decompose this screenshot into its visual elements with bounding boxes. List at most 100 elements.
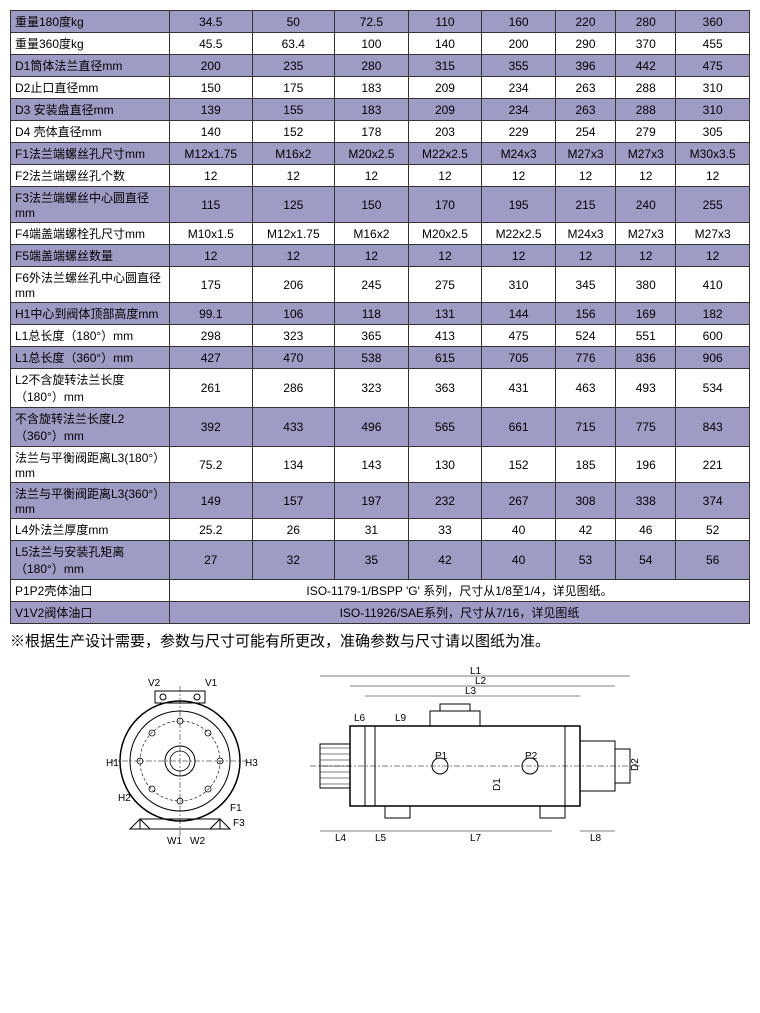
data-cell: 150: [335, 187, 409, 223]
data-cell: 63.4: [252, 33, 335, 55]
data-cell: 110: [408, 11, 482, 33]
label-l8: L8: [590, 833, 602, 844]
data-cell: 308: [555, 483, 615, 519]
row-label: 法兰与平衡阀距离L3(180°）mm: [11, 447, 170, 483]
data-cell: 363: [408, 369, 482, 408]
data-cell: 31: [335, 519, 409, 541]
label-l7: L7: [470, 833, 482, 844]
data-cell: 99.1: [170, 303, 253, 325]
data-cell: 288: [616, 99, 676, 121]
data-cell: 196: [616, 447, 676, 483]
data-cell: 140: [408, 33, 482, 55]
data-cell: 229: [482, 121, 556, 143]
data-cell: M24x3: [482, 143, 556, 165]
data-cell: M20x2.5: [335, 143, 409, 165]
data-cell: 338: [616, 483, 676, 519]
data-cell: 493: [616, 369, 676, 408]
merged-cell: ISO-1179-1/BSPP 'G' 系列，尺寸从1/8至1/4，详见图纸。: [170, 580, 750, 602]
data-cell: 413: [408, 325, 482, 347]
data-cell: 263: [555, 77, 615, 99]
data-cell: 315: [408, 55, 482, 77]
data-cell: 12: [170, 165, 253, 187]
data-cell: 12: [335, 245, 409, 267]
label-d2: D2: [630, 758, 641, 771]
data-cell: M10x1.5: [170, 223, 253, 245]
row-label: L1总长度（360°）mm: [11, 347, 170, 369]
data-cell: 310: [676, 99, 750, 121]
data-cell: 50: [252, 11, 335, 33]
data-cell: 40: [482, 519, 556, 541]
data-cell: 12: [676, 165, 750, 187]
data-cell: 197: [335, 483, 409, 519]
data-cell: 323: [335, 369, 409, 408]
data-cell: M30x3.5: [676, 143, 750, 165]
data-cell: 475: [482, 325, 556, 347]
data-cell: 538: [335, 347, 409, 369]
data-cell: 310: [676, 77, 750, 99]
data-cell: 232: [408, 483, 482, 519]
data-cell: 203: [408, 121, 482, 143]
data-cell: 143: [335, 447, 409, 483]
row-label: 重量360度kg: [11, 33, 170, 55]
data-cell: M16x2: [335, 223, 409, 245]
data-cell: 355: [482, 55, 556, 77]
label-p2: P2: [525, 751, 538, 762]
label-l6: L6: [354, 713, 366, 724]
data-cell: 12: [482, 245, 556, 267]
data-cell: 370: [616, 33, 676, 55]
data-cell: 175: [170, 267, 253, 303]
data-cell: 305: [676, 121, 750, 143]
data-cell: 183: [335, 99, 409, 121]
data-cell: 234: [482, 77, 556, 99]
data-cell: 152: [252, 121, 335, 143]
data-cell: 280: [616, 11, 676, 33]
data-cell: 392: [170, 408, 253, 447]
data-cell: 442: [616, 55, 676, 77]
data-cell: 433: [252, 408, 335, 447]
data-cell: M22x2.5: [408, 143, 482, 165]
merged-cell: ISO-11926/SAE系列，尺寸从7/16，详见图纸: [170, 602, 750, 624]
data-cell: 144: [482, 303, 556, 325]
data-cell: 185: [555, 447, 615, 483]
data-cell: 470: [252, 347, 335, 369]
data-cell: 267: [482, 483, 556, 519]
data-cell: 12: [408, 245, 482, 267]
label-d1: D1: [492, 778, 503, 791]
data-cell: 245: [335, 267, 409, 303]
data-cell: 56: [676, 541, 750, 580]
data-cell: 534: [676, 369, 750, 408]
data-cell: 220: [555, 11, 615, 33]
data-cell: 72.5: [335, 11, 409, 33]
data-cell: 396: [555, 55, 615, 77]
label-h1: H1: [106, 758, 119, 769]
label-l5: L5: [375, 833, 387, 844]
data-cell: 183: [335, 77, 409, 99]
data-cell: 345: [555, 267, 615, 303]
data-cell: 170: [408, 187, 482, 223]
data-cell: M12x1.75: [170, 143, 253, 165]
data-cell: 53: [555, 541, 615, 580]
data-cell: 836: [616, 347, 676, 369]
row-label: 重量180度kg: [11, 11, 170, 33]
label-l3: L3: [465, 686, 477, 697]
data-cell: 182: [676, 303, 750, 325]
data-cell: 261: [170, 369, 253, 408]
data-cell: 140: [170, 121, 253, 143]
data-cell: 12: [335, 165, 409, 187]
label-l9: L9: [395, 713, 407, 724]
data-cell: 275: [408, 267, 482, 303]
data-cell: 240: [616, 187, 676, 223]
data-cell: M27x3: [616, 223, 676, 245]
data-cell: 155: [252, 99, 335, 121]
data-cell: 565: [408, 408, 482, 447]
data-cell: 12: [555, 245, 615, 267]
data-cell: 150: [170, 77, 253, 99]
data-cell: 365: [335, 325, 409, 347]
data-cell: M27x3: [555, 143, 615, 165]
data-cell: 175: [252, 77, 335, 99]
data-cell: 280: [335, 55, 409, 77]
data-cell: 209: [408, 77, 482, 99]
data-cell: 374: [676, 483, 750, 519]
data-cell: 410: [676, 267, 750, 303]
data-cell: M16x2: [252, 143, 335, 165]
